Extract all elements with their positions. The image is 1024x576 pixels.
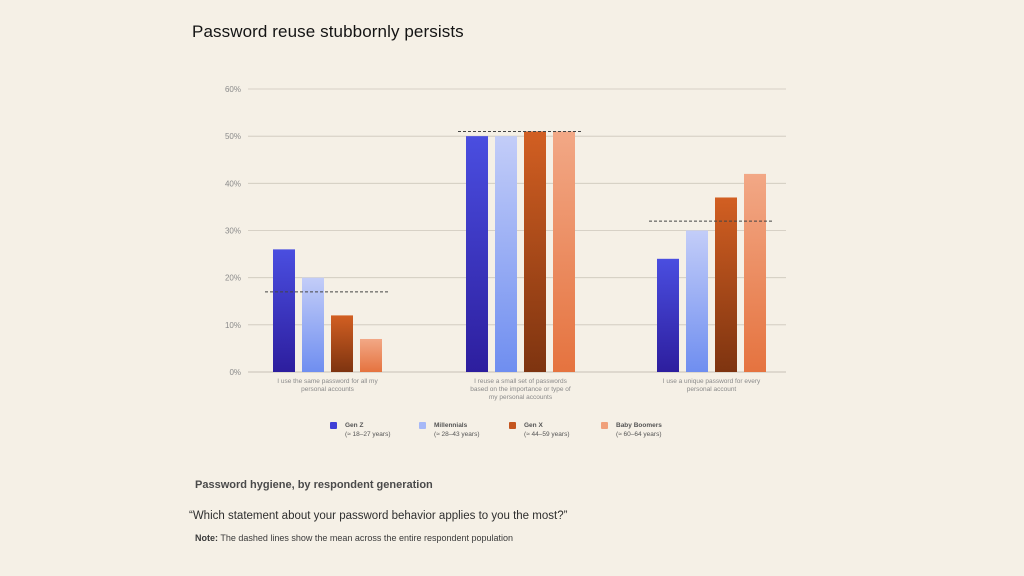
x-category-label: my personal accounts xyxy=(489,394,553,401)
bar-gen-z-2 xyxy=(466,136,488,372)
y-tick-label: 30% xyxy=(225,227,241,236)
x-category-label: personal accounts xyxy=(301,386,355,393)
legend-detail: (≈ 28–43 years) xyxy=(434,431,480,438)
bar-chart: 0% 10% 20% 30% 40% 50% 60% I use the same passw… xyxy=(225,85,786,401)
legend-swatch-baby-boomers xyxy=(601,422,608,429)
y-tick-label: 10% xyxy=(225,321,241,330)
y-tick-label: 0% xyxy=(229,368,241,377)
bar-millennials-2 xyxy=(495,136,517,372)
x-category-label: I reuse a small set of passwords xyxy=(474,378,568,385)
chart-legend: Gen Z (≈ 18–27 years) Millennials (≈ 28–… xyxy=(0,421,1024,445)
chart-note: Note: The dashed lines show the mean acr… xyxy=(195,533,513,543)
bar-gen-z-3 xyxy=(657,258,679,372)
y-tick-label: 20% xyxy=(225,274,241,283)
x-category-label: personal account xyxy=(687,386,737,393)
bar-gen-x-3 xyxy=(715,197,737,372)
y-tick-label: 40% xyxy=(225,179,241,188)
note-text: The dashed lines show the mean across th… xyxy=(220,533,514,543)
legend-detail: (≈ 60–64 years) xyxy=(616,431,662,438)
bar-gen-x-2 xyxy=(524,131,546,372)
survey-question: “Which statement about your password beh… xyxy=(189,510,568,522)
legend-item-millennials: Millennials (≈ 28–43 years) xyxy=(419,421,479,439)
bar-millennials-3 xyxy=(686,230,708,372)
x-category-label: based on the importance or type of xyxy=(470,386,571,393)
chart-title: Password reuse stubbornly persists xyxy=(192,22,464,41)
legend-detail: (≈ 18–27 years) xyxy=(345,431,391,438)
x-category-label: I use the same password for all my xyxy=(277,378,378,385)
legend-item-gen-x: Gen X (≈ 44–59 years) xyxy=(509,421,569,439)
bar-gen-x-1 xyxy=(331,315,353,372)
legend-label: Baby Boomers xyxy=(616,422,662,429)
y-tick-label: 50% xyxy=(225,132,241,141)
legend-item-baby-boomers: Baby Boomers (≈ 60–64 years) xyxy=(601,421,662,439)
bar-baby-boomers-2 xyxy=(553,131,575,372)
x-category-label: I use a unique password for every xyxy=(663,378,761,385)
bar-baby-boomers-3 xyxy=(744,173,766,372)
legend-label: Gen Z xyxy=(345,422,364,429)
legend-label: Millennials xyxy=(434,422,468,429)
legend-swatch-gen-z xyxy=(330,422,337,429)
bar-millennials-1 xyxy=(302,277,324,372)
chart-subtitle: Password hygiene, by respondent generati… xyxy=(195,479,433,491)
bar-baby-boomers-1 xyxy=(360,338,382,372)
bar-gen-z-1 xyxy=(273,249,295,372)
y-tick-label: 60% xyxy=(225,85,241,94)
legend-swatch-gen-x xyxy=(509,422,516,429)
legend-item-gen-z: Gen Z (≈ 18–27 years) xyxy=(330,421,390,439)
legend-label: Gen X xyxy=(524,422,543,429)
note-label: Note: xyxy=(195,533,218,543)
legend-detail: (≈ 44–59 years) xyxy=(524,431,570,438)
legend-swatch-millennials xyxy=(419,422,426,429)
